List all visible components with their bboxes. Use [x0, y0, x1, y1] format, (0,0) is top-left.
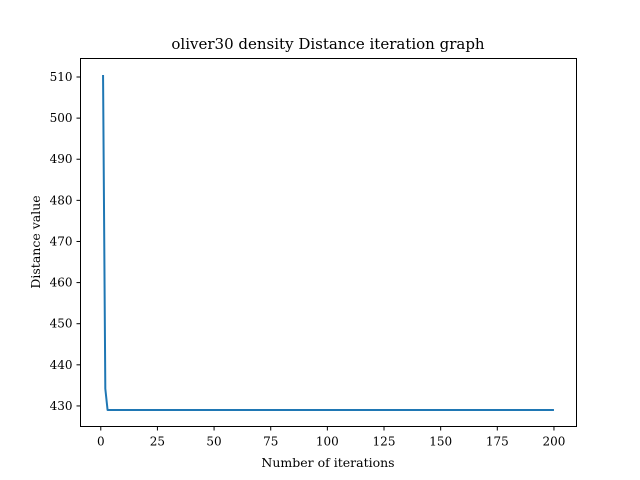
- series-layer: [102, 74, 554, 412]
- x-tick-label: 0: [97, 435, 105, 449]
- y-tick-label: 490: [50, 152, 73, 166]
- x-tick-label: 175: [486, 435, 509, 449]
- plot-frame: [80, 58, 577, 427]
- y-tick-label: 510: [50, 70, 73, 84]
- y-tick-label: 430: [50, 399, 73, 413]
- series-line-0: [102, 74, 554, 412]
- y-tick-label: 480: [50, 193, 73, 207]
- x-tick-label: 200: [543, 435, 566, 449]
- x-tick-label: 150: [429, 435, 452, 449]
- y-tick-label: 450: [50, 317, 73, 331]
- y-tick-label: 470: [50, 234, 73, 248]
- x-tick-label: 125: [373, 435, 396, 449]
- chart-title: oliver30 density Distance iteration grap…: [171, 35, 485, 53]
- x-tick-label: 25: [150, 435, 165, 449]
- y-tick-label: 460: [50, 276, 73, 290]
- x-tick-label: 50: [206, 435, 221, 449]
- x-tick-label: 100: [316, 435, 339, 449]
- x-axis-ticks: 0 25 50 75 100 125 150 175 200: [97, 426, 566, 449]
- y-axis-label: Distance value: [28, 195, 43, 288]
- x-tick-label: 75: [263, 435, 278, 449]
- y-axis-ticks: 430 440 450 460 470 480 490 500 510: [50, 70, 81, 413]
- y-tick-label: 440: [50, 358, 73, 372]
- x-axis-label: Number of iterations: [261, 455, 394, 470]
- y-tick-label: 500: [50, 111, 73, 125]
